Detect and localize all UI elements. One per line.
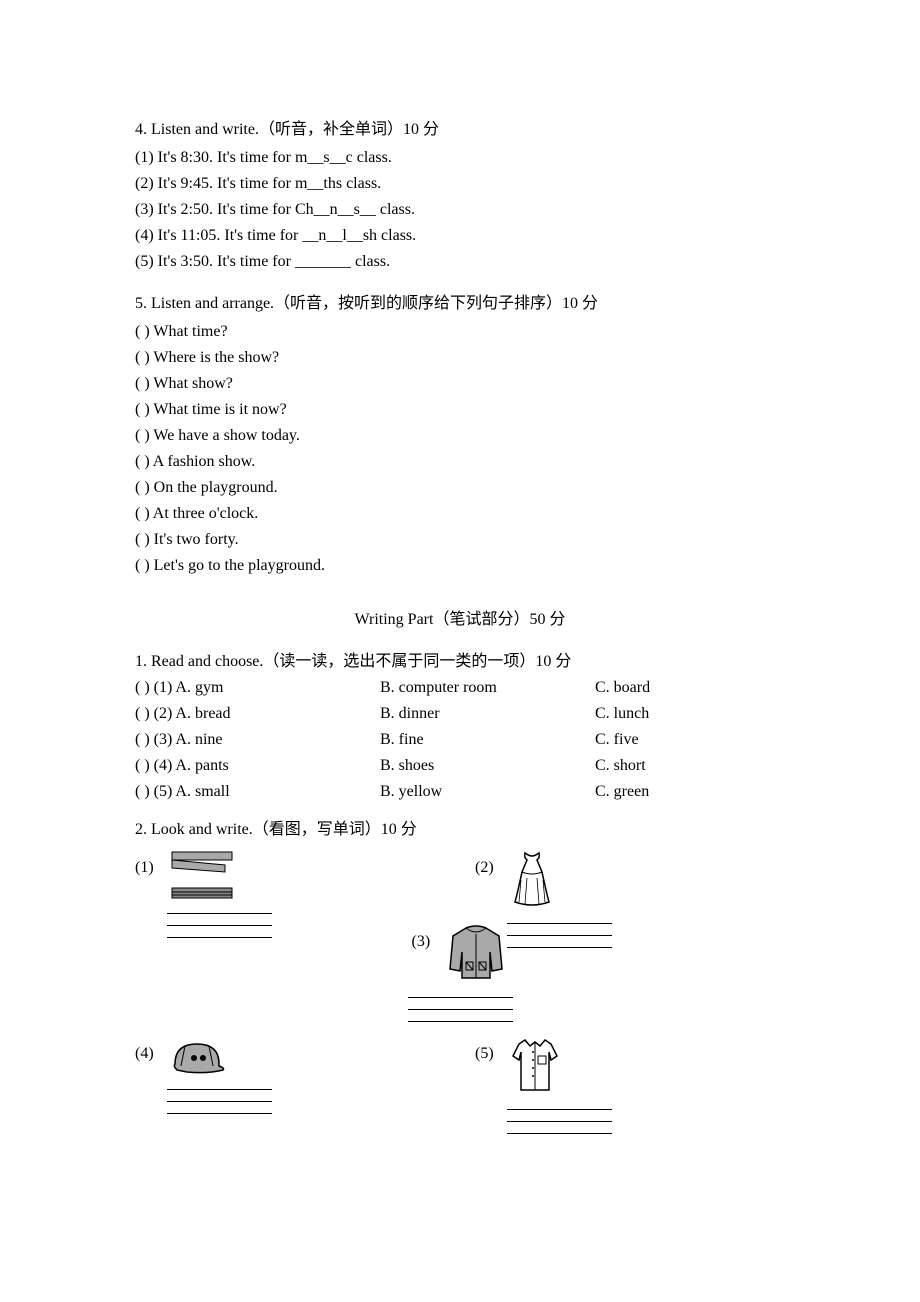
w2-num-1: (1) <box>135 856 159 880</box>
w1-paren: ( ) (1) A. gym <box>135 676 380 700</box>
w2-num-3: (3) <box>412 930 436 954</box>
q5-item: ( ) We have a show today. <box>135 424 785 448</box>
q4-item: (4) It's 11:05. It's time for __n__l__sh… <box>135 224 785 248</box>
q4-item: (3) It's 2:50. It's time for Ch__n__s__ … <box>135 198 785 222</box>
answer-lines <box>167 1080 272 1116</box>
cap-icon <box>167 1036 227 1076</box>
w1-opt-b: B. shoes <box>380 754 595 778</box>
w1-opt-b: B. dinner <box>380 702 595 726</box>
answer-lines <box>408 988 513 1024</box>
jacket-icon <box>444 924 509 984</box>
q5-item: ( ) On the playground. <box>135 476 785 500</box>
w1-opt-c: C. five <box>595 728 745 752</box>
q4-title: 4. Listen and write.（听音，补全单词）10 分 <box>135 118 785 142</box>
w1-row: ( ) (4) A. pants B. shoes C. short <box>135 754 785 778</box>
w2-row-3: (4) (5) <box>135 1036 785 1136</box>
w1-row: ( ) (3) A. nine B. fine C. five <box>135 728 785 752</box>
w1-paren: ( ) (3) A. nine <box>135 728 380 752</box>
w2-num-2: (2) <box>475 856 499 880</box>
w2-num-5: (5) <box>475 1042 499 1066</box>
q5-item: ( ) Where is the show? <box>135 346 785 370</box>
answer-lines <box>507 1100 612 1136</box>
w1-paren: ( ) (5) A. small <box>135 780 380 804</box>
answer-lines <box>507 914 612 950</box>
q5-item: ( ) Let's go to the playground. <box>135 554 785 578</box>
w1-opt-b: B. fine <box>380 728 595 752</box>
q5-item: ( ) It's two forty. <box>135 528 785 552</box>
dress-icon <box>507 850 557 910</box>
w2-title: 2. Look and write.（看图，写单词）10 分 <box>135 818 785 842</box>
q4-item: (2) It's 9:45. It's time for m__ths clas… <box>135 172 785 196</box>
w1-opt-c: C. green <box>595 780 745 804</box>
q5-item: ( ) What time? <box>135 320 785 344</box>
q5-item: ( ) What show? <box>135 372 785 396</box>
q5-item: ( ) A fashion show. <box>135 450 785 474</box>
w1-row: ( ) (1) A. gym B. computer room C. board <box>135 676 785 700</box>
w1-opt-c: C. short <box>595 754 745 778</box>
w1-paren: ( ) (2) A. bread <box>135 702 380 726</box>
q5-item: ( ) What time is it now? <box>135 398 785 422</box>
writing-part-title: Writing Part（笔试部分）50 分 <box>135 608 785 632</box>
w2-num-4: (4) <box>135 1042 159 1066</box>
w1-opt-c: C. board <box>595 676 745 700</box>
q5-item: ( ) At three o'clock. <box>135 502 785 526</box>
w1-row: ( ) (5) A. small B. yellow C. green <box>135 780 785 804</box>
q4-item: (1) It's 8:30. It's time for m__s__c cla… <box>135 146 785 170</box>
w1-opt-b: B. yellow <box>380 780 595 804</box>
w1-paren: ( ) (4) A. pants <box>135 754 380 778</box>
w1-opt-c: C. lunch <box>595 702 745 726</box>
w1-title: 1. Read and choose.（读一读，选出不属于同一类的一项）10 分 <box>135 650 785 674</box>
q5-title: 5. Listen and arrange.（听音，按听到的顺序给下列句子排序）… <box>135 292 785 316</box>
shirt-icon <box>507 1036 562 1096</box>
trousers-icon <box>167 850 237 900</box>
w1-row: ( ) (2) A. bread B. dinner C. lunch <box>135 702 785 726</box>
q4-item: (5) It's 3:50. It's time for _______ cla… <box>135 250 785 274</box>
answer-lines <box>167 904 272 940</box>
w1-opt-b: B. computer room <box>380 676 595 700</box>
